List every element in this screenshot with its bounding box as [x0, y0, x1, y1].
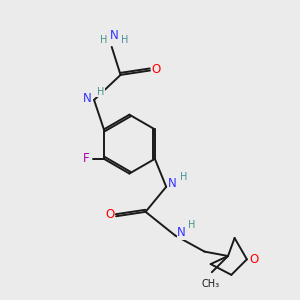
Text: CH₃: CH₃	[201, 279, 219, 289]
Text: H: H	[121, 34, 128, 45]
Text: N: N	[110, 29, 118, 42]
Text: N: N	[168, 177, 177, 190]
Text: O: O	[152, 62, 161, 76]
Text: N: N	[83, 92, 92, 105]
Text: F: F	[83, 152, 89, 165]
Text: H: H	[180, 172, 187, 182]
Text: O: O	[250, 253, 259, 266]
Text: O: O	[105, 208, 114, 221]
Text: H: H	[100, 34, 107, 45]
Text: H: H	[97, 87, 104, 97]
Text: H: H	[188, 220, 196, 230]
Text: N: N	[177, 226, 186, 239]
